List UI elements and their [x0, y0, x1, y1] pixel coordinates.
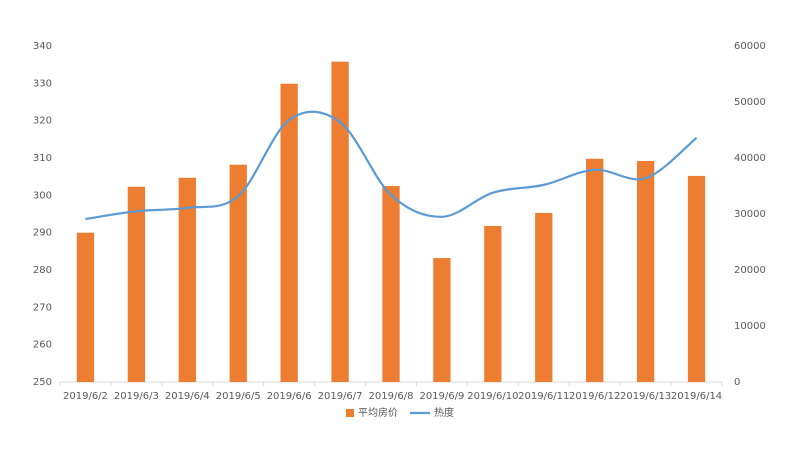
y2-tick-label: 10000 — [734, 321, 766, 332]
x-tick-label: 2019/6/10 — [467, 391, 518, 402]
y2-tick-label: 20000 — [734, 265, 766, 276]
x-tick-label: 2019/6/7 — [318, 391, 363, 402]
y2-tick-label: 30000 — [734, 209, 766, 220]
bar — [586, 158, 604, 382]
y-tick-label: 260 — [33, 340, 52, 351]
x-tick-label: 2019/6/5 — [216, 391, 261, 402]
x-tick-label: 2019/6/8 — [369, 391, 414, 402]
legend-label: 热度 — [434, 406, 454, 419]
y-tick-label: 280 — [33, 265, 52, 276]
y-tick-label: 340 — [33, 41, 52, 52]
y2-tick-label: 50000 — [734, 97, 766, 108]
bar — [433, 258, 451, 382]
bar — [535, 212, 553, 382]
line — [85, 110, 698, 221]
bar — [127, 186, 146, 382]
y-tick-label: 290 — [33, 228, 52, 239]
bar — [76, 232, 95, 382]
y-tick-label: 270 — [33, 302, 52, 313]
y-tick-label: 250 — [33, 377, 52, 388]
legend-swatch — [346, 409, 354, 417]
x-tick-label: 2019/6/4 — [165, 391, 210, 402]
x-tick-label: 2019/6/12 — [569, 391, 620, 402]
y-tick-label: 300 — [33, 190, 52, 201]
y2-tick-label: 60000 — [734, 41, 766, 52]
x-tick-label: 2019/6/6 — [267, 391, 312, 402]
x-tick-label: 2019/6/11 — [518, 391, 569, 402]
x-tick-label: 2019/6/13 — [620, 391, 671, 402]
bar — [229, 164, 247, 382]
x-tick-label: 2019/6/14 — [671, 391, 722, 402]
bar — [331, 61, 349, 383]
bar — [382, 186, 400, 382]
y-tick-label: 320 — [33, 116, 52, 127]
y2-tick-label: 0 — [734, 377, 740, 388]
x-tick-label: 2019/6/2 — [63, 391, 108, 402]
bar — [687, 175, 706, 382]
bar — [280, 83, 298, 382]
bar — [178, 177, 196, 382]
x-tick-label: 2019/6/3 — [114, 391, 159, 402]
x-tick-label: 2019/6/9 — [419, 391, 464, 402]
bar — [636, 160, 655, 382]
bar — [484, 225, 502, 382]
y-tick-label: 310 — [33, 153, 52, 164]
legend-label: 平均房价 — [358, 406, 398, 419]
y2-tick-label: 40000 — [734, 153, 766, 164]
y-tick-label: 330 — [33, 78, 52, 89]
